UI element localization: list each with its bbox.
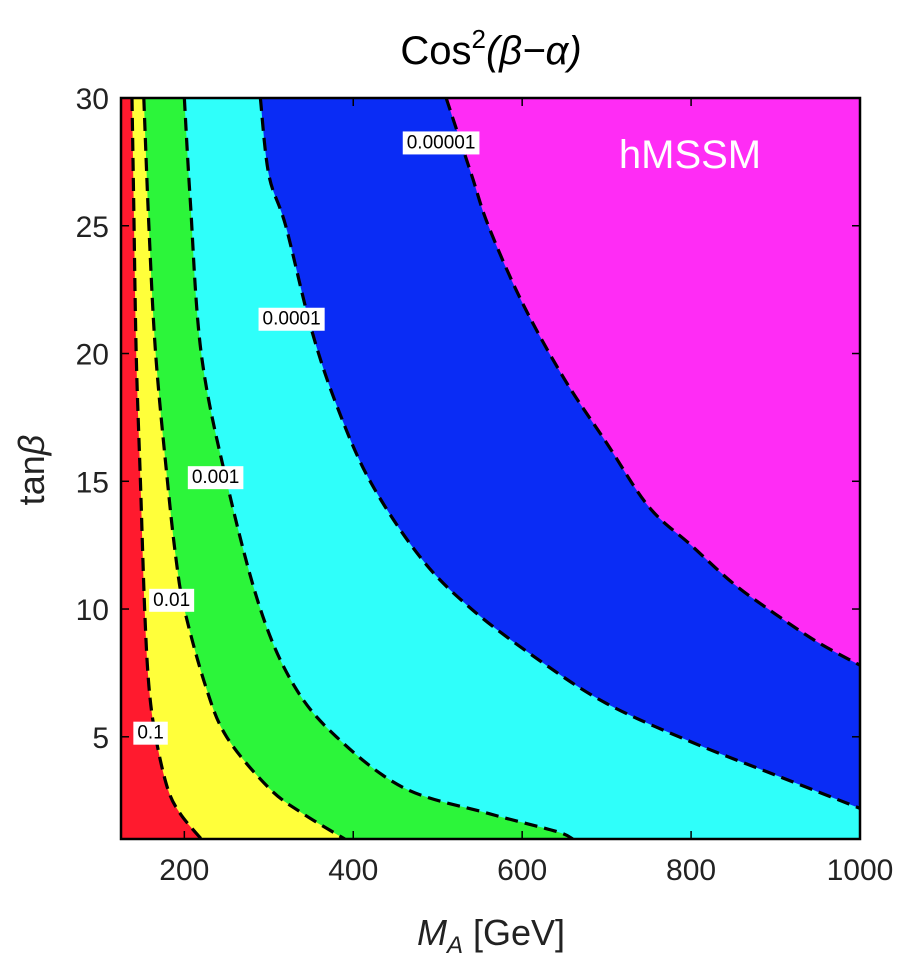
contour-line-0.0001 [258, 98, 860, 810]
contour-label-box [149, 588, 195, 612]
x-axis-title: MA [GeV] [417, 912, 565, 959]
regions-layer [121, 98, 860, 839]
contour-label-0.0001: 0.0001 [258, 307, 325, 331]
y-tick-label: 5 [92, 722, 109, 755]
contour-label-box [187, 466, 244, 490]
x-tick-label: 800 [666, 854, 716, 887]
contour-label-text: 0.00001 [407, 132, 476, 153]
x-tick-label: 200 [159, 854, 209, 887]
region-0.001-0.01 [121, 98, 573, 839]
region-0.0001-0.001 [121, 98, 860, 839]
contour-label-text: 0.0001 [263, 309, 321, 330]
contour-label-box [258, 307, 325, 331]
contour-label-0.01: 0.01 [149, 588, 195, 612]
plot-frame [119, 96, 862, 841]
contour-label-box [402, 131, 480, 155]
region-label-hmssm: hMSSM [619, 133, 761, 177]
chart-title: Cos2(β−α) [400, 24, 581, 73]
y-tick-label: 10 [76, 594, 109, 627]
contour-line-0.001 [182, 98, 574, 839]
y-tick-label: 20 [76, 339, 109, 372]
y-tick-label: 25 [76, 211, 109, 244]
contour-line-0.00001 [444, 98, 860, 667]
x-axis: 200 400 600 800 1000 [159, 98, 893, 887]
contour-label-box [133, 721, 168, 745]
contour-line-0.1 [130, 98, 203, 839]
region-above-0.1 [121, 98, 202, 839]
contour-label-0.1: 0.1 [133, 721, 168, 745]
region-0.01-0.1 [121, 98, 345, 839]
y-axis-title: tanβ [11, 435, 52, 506]
contour-label-text: 0.001 [192, 467, 240, 488]
contour-labels-layer: 0.1 0.01 0.001 0.0001 0.00001 [133, 131, 480, 745]
x-tick-label: 1000 [827, 854, 894, 887]
contour-label-text: 0.01 [153, 590, 190, 611]
x-tick-label: 600 [497, 854, 547, 887]
y-tick-label: 15 [76, 466, 109, 499]
contours-layer [130, 98, 860, 839]
contour-label-0.00001: 0.00001 [402, 131, 480, 155]
contour-line-0.01 [142, 98, 346, 839]
contour-label-0.001: 0.001 [187, 466, 244, 490]
contour-label-text: 0.1 [137, 723, 163, 744]
y-axis: 5 10 15 20 25 30 [76, 83, 860, 755]
x-tick-label: 400 [328, 854, 378, 887]
y-tick-label: 30 [76, 83, 109, 116]
